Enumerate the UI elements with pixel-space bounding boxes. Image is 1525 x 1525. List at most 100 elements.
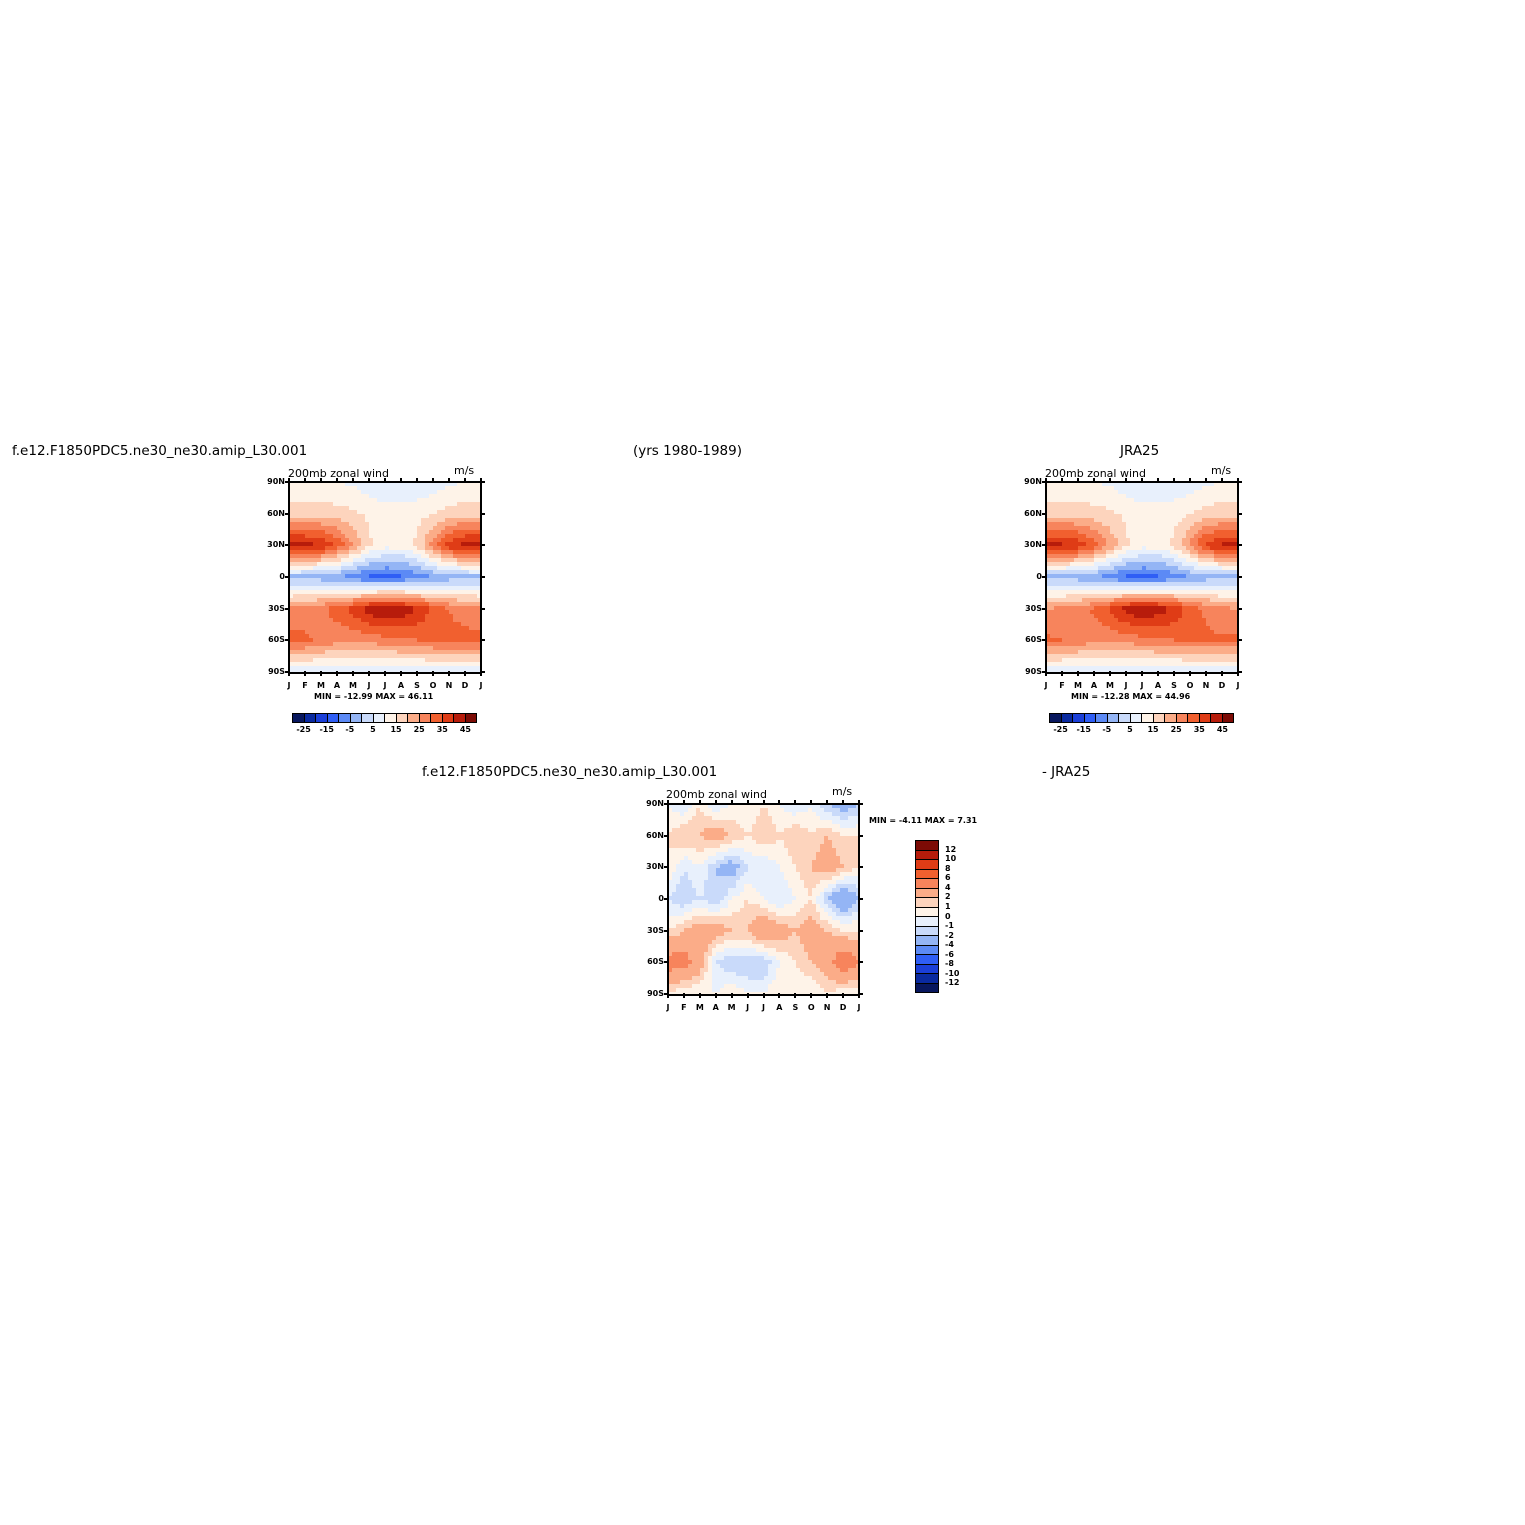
model-cell — [401, 514, 406, 519]
model-cell — [445, 638, 450, 643]
obs-cell — [1066, 538, 1071, 543]
model-cell — [381, 558, 386, 563]
model-cell — [433, 666, 438, 671]
diff-cell — [752, 824, 757, 829]
model-cell — [389, 610, 394, 615]
obs-cell — [1050, 582, 1055, 587]
obs-cell — [1166, 658, 1171, 663]
obs-cell — [1222, 654, 1227, 659]
obs-cell — [1074, 670, 1079, 672]
model-cell — [333, 546, 338, 551]
diff-cell — [720, 812, 725, 817]
model-cell — [325, 482, 330, 487]
model-cell — [369, 630, 374, 635]
obs-cell — [1234, 494, 1238, 499]
obs-cell — [1114, 526, 1119, 531]
model-cell — [449, 546, 454, 551]
model-cell — [421, 558, 426, 563]
model-cell — [297, 582, 302, 587]
obs-cell — [1046, 606, 1051, 611]
obs-cell — [1226, 562, 1231, 567]
obs-cell — [1218, 594, 1223, 599]
model-cell — [373, 490, 378, 495]
obs-cell — [1170, 622, 1175, 627]
model-cell — [309, 610, 314, 615]
model-cell — [341, 578, 346, 583]
obs-cell — [1130, 582, 1135, 587]
obs-cell — [1126, 542, 1131, 547]
obs-cell — [1190, 658, 1195, 663]
model-cell — [361, 670, 366, 672]
obs-cell — [1146, 586, 1151, 591]
model-cell — [361, 562, 366, 567]
model-cell — [329, 526, 334, 531]
model-cell — [377, 626, 382, 631]
model-cell — [477, 566, 481, 571]
obs-cell — [1134, 558, 1139, 563]
model-cell — [453, 486, 458, 491]
model-cell — [445, 518, 450, 523]
model-cell — [361, 546, 366, 551]
model-cell — [317, 550, 322, 555]
obs-cell — [1114, 494, 1119, 499]
obs-cell — [1222, 622, 1227, 627]
obs-cell — [1094, 502, 1099, 507]
obs-cell — [1102, 558, 1107, 563]
obs-cell — [1130, 490, 1135, 495]
model-cell — [433, 562, 438, 567]
obs-cell — [1118, 602, 1123, 607]
obs-cell — [1086, 658, 1091, 663]
obs-cell — [1146, 550, 1151, 555]
model-cell — [465, 510, 470, 515]
model-cell — [357, 534, 362, 539]
obs-cell — [1190, 490, 1195, 495]
model-cell — [389, 666, 394, 671]
model-cell — [405, 538, 410, 543]
obs-cell — [1094, 590, 1099, 595]
diff-cell — [768, 828, 773, 833]
model-cell — [329, 510, 334, 515]
obs-cell — [1226, 582, 1231, 587]
obs-cell — [1206, 522, 1211, 527]
obs-cell — [1162, 558, 1167, 563]
model-cell — [321, 566, 326, 571]
obs-cell — [1106, 666, 1111, 671]
model-cell — [409, 522, 414, 527]
diff-cell — [788, 824, 793, 829]
diff-cell — [768, 820, 773, 825]
model-cell — [329, 654, 334, 659]
model-cell — [329, 638, 334, 643]
model-cell — [469, 666, 474, 671]
model-cell — [465, 630, 470, 635]
model-cell — [305, 586, 310, 591]
model-cell — [289, 574, 294, 579]
model-cell — [389, 498, 394, 503]
model-cell — [393, 530, 398, 535]
obs-cell — [1106, 482, 1111, 487]
model-cell — [377, 662, 382, 667]
model-cell — [393, 650, 398, 655]
obs-cell — [1134, 614, 1139, 619]
obs-cell — [1062, 626, 1067, 631]
model-cell — [321, 650, 326, 655]
model-cell — [365, 518, 370, 523]
model-cell — [433, 490, 438, 495]
obs-cell — [1086, 670, 1091, 672]
model-cell — [325, 534, 330, 539]
model-cell — [477, 626, 481, 631]
model-cell — [349, 558, 354, 563]
model-cell — [389, 606, 394, 611]
obs-cell — [1078, 658, 1083, 663]
obs-cell — [1134, 598, 1139, 603]
model-cell — [453, 614, 458, 619]
obs-cell — [1114, 638, 1119, 643]
obs-cell — [1182, 490, 1187, 495]
diff-cell — [720, 804, 725, 809]
model-cell — [325, 670, 330, 672]
model-cell — [449, 646, 454, 651]
obs-cell — [1062, 606, 1067, 611]
obs-cell — [1074, 642, 1079, 647]
model-cell — [305, 606, 310, 611]
obs-cell — [1074, 530, 1079, 535]
obs-cell — [1166, 570, 1171, 575]
